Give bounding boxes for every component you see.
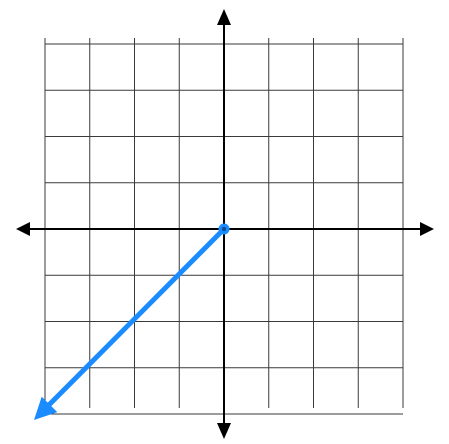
- x-axis-left-arrowhead: [16, 222, 30, 236]
- ray-line: [47, 226, 227, 407]
- x-axis-right-arrowhead: [420, 222, 434, 236]
- y-axis-top-arrowhead: [217, 9, 231, 25]
- ray-arrowhead: [34, 396, 58, 420]
- y-axis-bottom-arrowhead: [217, 423, 231, 439]
- ray-endpoint-center: [221, 226, 227, 232]
- ray-group: [34, 223, 230, 420]
